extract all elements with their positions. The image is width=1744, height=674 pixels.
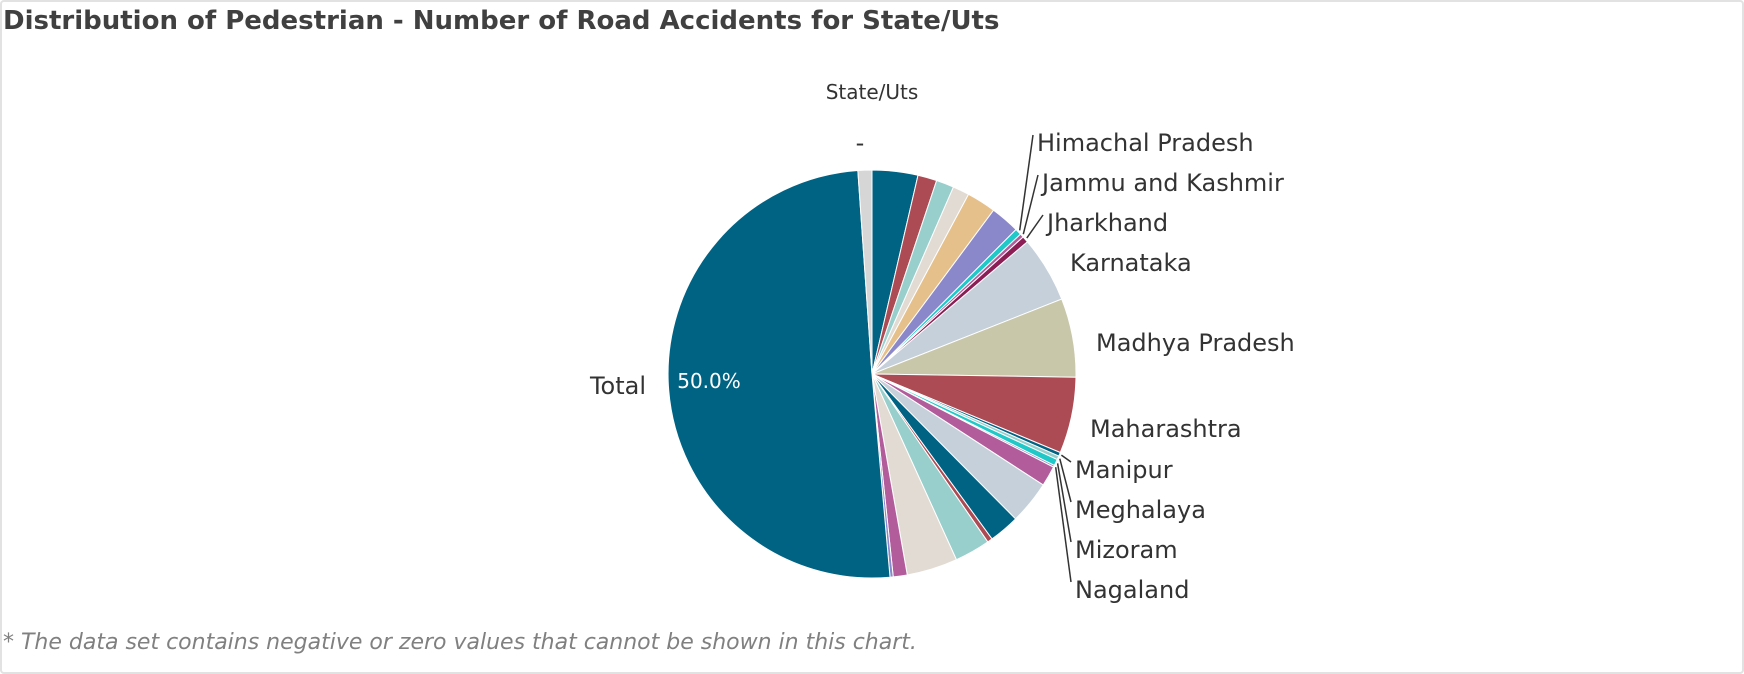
- slice-label-dash: -: [856, 129, 865, 157]
- pie-slice-dash[interactable]: [857, 169, 873, 375]
- footnote: * The data set contains negative or zero…: [3, 630, 917, 655]
- slice-label-meghalaya: Meghalaya: [1075, 496, 1206, 524]
- slice-label-madhya-pradesh: Madhya Pradesh: [1096, 329, 1295, 357]
- leader-line-nagaland: [1054, 467, 1072, 583]
- slice-label-karnataka: Karnataka: [1070, 249, 1192, 277]
- slice-label-jammu-and-kashmir: Jammu and Kashmir: [1040, 169, 1284, 197]
- slice-label-manipur: Manipur: [1075, 456, 1173, 484]
- leader-line-meghalaya: [1059, 458, 1072, 503]
- leader-line-himachal-pradesh: [1018, 134, 1034, 231]
- slice-label-maharashtra: Maharashtra: [1090, 415, 1242, 443]
- leader-line-jharkhand: [1026, 214, 1044, 239]
- slice-label-himachal-pradesh: Himachal Pradesh: [1037, 129, 1254, 157]
- label-leaders: [1018, 134, 1072, 583]
- leader-line-jammu-and-kashmir: [1022, 174, 1039, 235]
- slice-labels: Himachal Pradesh Jammu and Kashmir Jharkha…: [589, 129, 1295, 604]
- slice-label-jharkhand: Jharkhand: [1045, 209, 1168, 237]
- pie-slice-total[interactable]: [667, 169, 891, 579]
- slice-label-mizoram: Mizoram: [1075, 536, 1178, 564]
- pie-slices: [667, 169, 1077, 579]
- slice-label-total: Total: [589, 372, 646, 400]
- leader-line-manipur: [1060, 454, 1072, 463]
- chart-title: Distribution of Pedestrian - Number of R…: [3, 6, 1000, 36]
- slice-label-nagaland: Nagaland: [1075, 576, 1189, 604]
- data-label-total: 50.0%: [677, 369, 741, 393]
- leader-line-mizoram: [1056, 463, 1072, 543]
- legend-title: State/Uts: [826, 80, 919, 104]
